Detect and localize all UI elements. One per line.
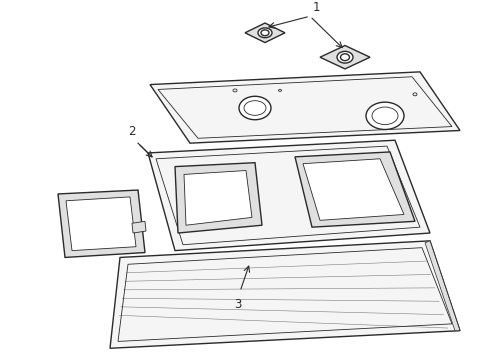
- Polygon shape: [303, 159, 404, 220]
- Polygon shape: [175, 163, 262, 233]
- Ellipse shape: [366, 102, 404, 130]
- Polygon shape: [245, 23, 285, 42]
- Text: 3: 3: [234, 298, 242, 311]
- Polygon shape: [295, 152, 415, 227]
- Ellipse shape: [239, 96, 271, 120]
- Polygon shape: [150, 72, 460, 143]
- Polygon shape: [58, 190, 145, 257]
- Polygon shape: [110, 241, 460, 348]
- Polygon shape: [132, 221, 146, 233]
- Polygon shape: [148, 140, 430, 251]
- Ellipse shape: [337, 51, 353, 63]
- Text: 2: 2: [128, 125, 136, 138]
- Polygon shape: [184, 171, 252, 225]
- Ellipse shape: [258, 28, 272, 38]
- Polygon shape: [66, 197, 136, 251]
- Polygon shape: [320, 45, 370, 69]
- Text: 1: 1: [313, 1, 320, 14]
- Polygon shape: [425, 241, 460, 331]
